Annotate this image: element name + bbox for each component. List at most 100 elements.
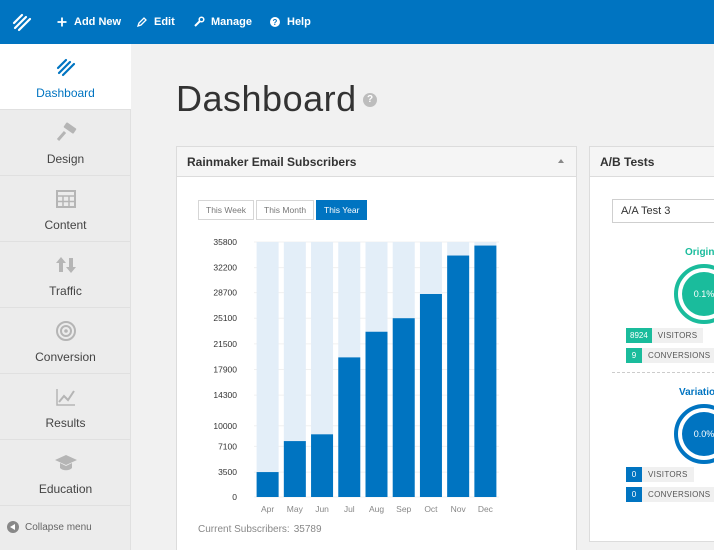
bar	[392, 318, 415, 497]
original-rate-ring: 0.1%	[674, 264, 714, 324]
sidebar-item-label: Traffic	[49, 284, 82, 298]
bar	[256, 472, 279, 497]
variation-rate-ring: 0.0%	[674, 404, 714, 464]
ab-test-select[interactable]: A/A Test 3	[612, 199, 714, 223]
plus-icon	[57, 17, 67, 27]
sidebar-item-conversion[interactable]: Conversion	[0, 308, 131, 374]
sidebar-item-label: Results	[45, 416, 86, 430]
x-tick-label: Nov	[451, 504, 467, 514]
y-tick-label: 25100	[213, 313, 237, 323]
x-tick-label: Jul	[344, 504, 355, 514]
add-new-button[interactable]: Add New	[56, 14, 121, 30]
x-tick-label: Sep	[396, 504, 411, 514]
panel-title: A/B Tests	[600, 155, 655, 169]
original-rate: 0.1%	[682, 272, 714, 316]
sidebar-item-education[interactable]: Education	[0, 440, 131, 506]
variation-label: Variation	[679, 387, 714, 398]
sidebar-item-dashboard[interactable]: Dashboard	[0, 44, 131, 110]
y-tick-label: 14300	[213, 390, 237, 400]
sidebar-item-design[interactable]: Design	[0, 110, 131, 176]
bar	[474, 245, 497, 497]
rainmaker-logo-icon	[56, 58, 76, 77]
sidebar-item-content[interactable]: Content	[0, 176, 131, 242]
paint-roller-icon	[56, 122, 77, 141]
variation-conversions-value: 0	[626, 487, 642, 502]
calendar-grid-icon	[56, 190, 76, 208]
wrench-icon	[194, 16, 205, 27]
variation-conversions-stat: 0 CONVERSIONS	[626, 487, 714, 502]
collapse-up-icon[interactable]	[558, 159, 564, 163]
original-label: Original	[685, 247, 714, 258]
help-label: Help	[287, 16, 311, 28]
x-tick-label: Oct	[424, 504, 438, 514]
bar	[338, 357, 361, 497]
sidebar-item-results[interactable]: Results	[0, 374, 131, 440]
current-subscribers-value: 35789	[293, 524, 322, 535]
divider	[612, 372, 714, 373]
y-tick-label: 28700	[213, 288, 237, 298]
y-tick-label: 35800	[213, 237, 237, 247]
question-icon: ?	[270, 17, 280, 27]
top-bar: Add New Edit Manage ? Help	[0, 0, 714, 44]
panel-header: A/B Tests	[590, 147, 714, 177]
add-new-label: Add New	[74, 16, 122, 28]
panel-header: Rainmaker Email Subscribers	[177, 147, 576, 177]
y-tick-label: 7100	[218, 441, 237, 451]
original-visitors-stat: 8924 VISITORS	[626, 328, 704, 343]
current-subscribers: Current Subscribers: 35789	[198, 524, 322, 535]
sidebar-item-label: Conversion	[35, 350, 96, 364]
collapse-menu-button[interactable]: Collapse menu	[7, 521, 92, 533]
x-tick-label: May	[287, 504, 304, 514]
edit-label: Edit	[154, 16, 175, 28]
range-this-year-button[interactable]: This Year	[316, 200, 368, 220]
y-tick-label: 0	[232, 492, 237, 502]
conversions-label: CONVERSIONS	[642, 487, 714, 502]
line-chart-icon	[56, 389, 75, 406]
current-subscribers-label: Current Subscribers:	[198, 524, 290, 535]
sidebar-item-label: Education	[38, 482, 93, 496]
original-conversions-stat: 9 CONVERSIONS	[626, 348, 714, 363]
page-title: Dashboard	[176, 78, 357, 119]
help-button[interactable]: ? Help	[269, 14, 311, 30]
y-tick-label: 32200	[213, 263, 237, 273]
sidebar-item-traffic[interactable]: Traffic	[0, 242, 131, 308]
range-this-month-button[interactable]: This Month	[256, 200, 315, 220]
y-tick-label: 10000	[213, 421, 237, 431]
pencil-icon	[136, 17, 147, 28]
bar	[283, 441, 306, 497]
x-tick-label: Apr	[261, 504, 274, 514]
variation-rate: 0.0%	[682, 412, 714, 456]
svg-text:?: ?	[273, 18, 278, 27]
original-conversions-value: 9	[626, 348, 642, 363]
bar	[365, 331, 388, 497]
sidebar: Dashboard Design Content Traffic Convers…	[0, 44, 131, 550]
sidebar-item-label: Design	[46, 152, 85, 166]
bar-background	[283, 242, 306, 497]
help-icon[interactable]: ?	[363, 93, 377, 107]
visitors-label: VISITORS	[642, 467, 694, 482]
collapse-menu-label: Collapse menu	[25, 521, 92, 533]
bar-background	[311, 242, 334, 497]
email-subscribers-panel: Rainmaker Email Subscribers This Week Th…	[176, 146, 577, 550]
bar-background	[256, 242, 279, 497]
bar	[311, 434, 334, 497]
x-tick-label: Aug	[369, 504, 384, 514]
collapse-arrow-icon	[7, 521, 19, 533]
target-icon	[56, 321, 76, 341]
original-visitors-value: 8924	[626, 328, 652, 343]
ab-tests-panel: A/B Tests A/A Test 3 Original 0.1% 8924 …	[589, 146, 714, 542]
y-tick-label: 21500	[213, 339, 237, 349]
range-this-week-button[interactable]: This Week	[198, 200, 254, 220]
manage-button[interactable]: Manage	[193, 14, 252, 30]
sidebar-item-label: Content	[44, 218, 87, 232]
edit-button[interactable]: Edit	[136, 14, 175, 30]
variation-visitors-stat: 0 VISITORS	[626, 467, 694, 482]
up-down-arrows-icon	[56, 257, 76, 273]
conversions-label: CONVERSIONS	[642, 348, 714, 363]
rainmaker-logo-icon[interactable]	[10, 10, 34, 34]
bar	[419, 293, 442, 497]
sidebar-item-label: Dashboard	[36, 86, 95, 100]
x-tick-label: Dec	[478, 504, 494, 514]
y-tick-label: 3500	[218, 467, 237, 477]
panel-title: Rainmaker Email Subscribers	[187, 155, 357, 169]
